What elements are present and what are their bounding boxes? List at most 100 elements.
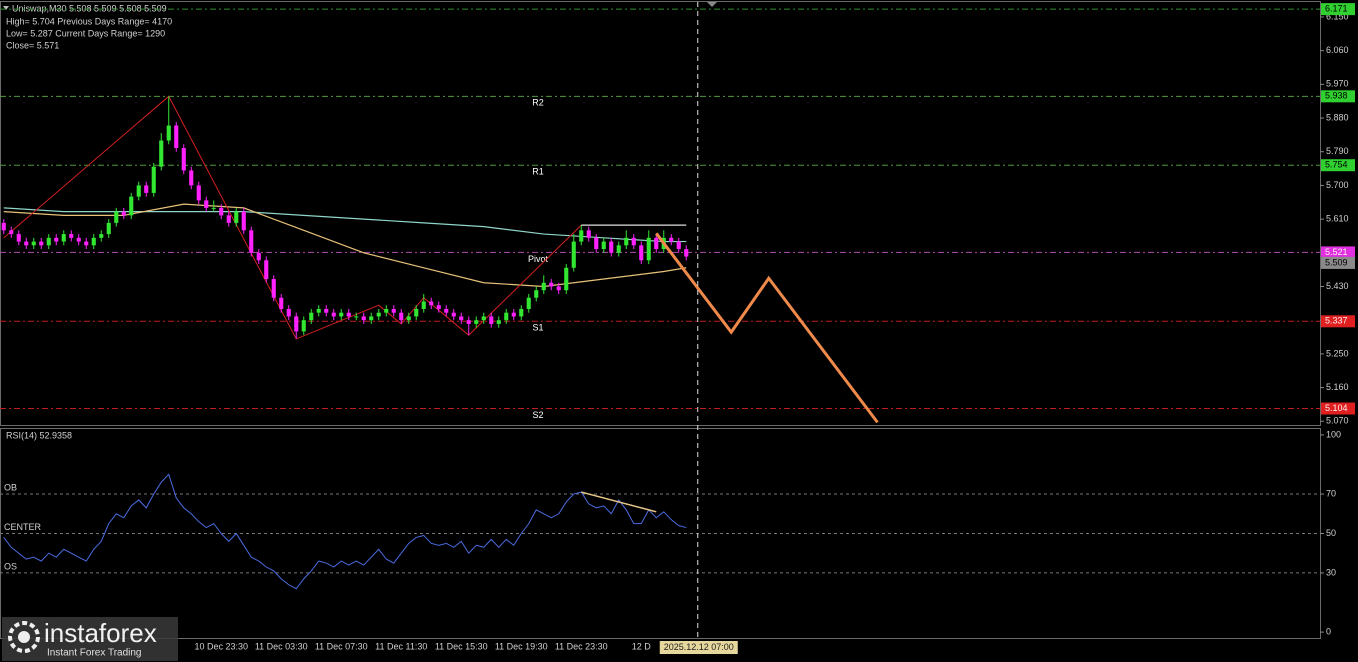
- candle-body: [541, 282, 546, 291]
- candle-body: [459, 316, 464, 321]
- candle-body: [76, 237, 81, 242]
- candle-body: [639, 245, 644, 261]
- candle-body: [151, 166, 156, 193]
- watermark-subtitle: Instant Forex Trading: [47, 648, 142, 659]
- candle-body: [429, 301, 434, 306]
- candle-body: [526, 297, 531, 309]
- y-tick-label: 5.610: [1326, 213, 1349, 223]
- candle-body: [286, 308, 291, 317]
- x-tick-label: 12 D: [632, 641, 652, 651]
- candle-body: [631, 237, 636, 246]
- watermark: instaforex Instant Forex Trading: [2, 617, 178, 661]
- candle-body: [9, 230, 14, 235]
- candle-body: [601, 241, 606, 250]
- level-price-box: [1321, 402, 1355, 415]
- candle-body: [504, 312, 509, 321]
- cursor-marker: [707, 2, 717, 7]
- y-tick-label: 6.060: [1326, 45, 1349, 55]
- level-price-box: [1321, 90, 1355, 103]
- candle-body: [556, 286, 561, 291]
- candle-body: [571, 241, 576, 268]
- candle-body: [204, 200, 209, 208]
- candle-body: [69, 234, 74, 238]
- candle-body: [414, 308, 419, 317]
- candle-body: [564, 267, 569, 291]
- candle-body: [354, 316, 359, 318]
- header-line: Uniswap,M30 5.508 5.509 5.508 5.509: [12, 3, 167, 13]
- cursor-label-box: [659, 641, 738, 654]
- candle-body: [376, 312, 381, 317]
- y-tick-label: 5.250: [1326, 348, 1349, 358]
- candle-body: [136, 185, 141, 197]
- x-tick-label: 11 Dec 03:30: [255, 641, 308, 651]
- level-price-box: [1321, 315, 1355, 328]
- candle-body: [421, 301, 426, 309]
- candle-body: [121, 211, 126, 216]
- candle-body: [346, 312, 351, 317]
- level-label: S1: [532, 323, 543, 333]
- rsi-y-tick-label: 70: [1326, 488, 1336, 498]
- cursor-label: 2025.12.12 07:00: [664, 642, 734, 652]
- candle-body: [549, 282, 554, 287]
- candle-body: [511, 312, 516, 317]
- x-tick-label: 11 Dec 15:30: [435, 641, 488, 651]
- candle-body: [159, 140, 164, 167]
- y-tick-label: 5.790: [1326, 146, 1349, 156]
- candle-body: [84, 241, 89, 246]
- rsi-line: [3, 473, 687, 590]
- rsi-y-tick-label: 30: [1326, 567, 1336, 577]
- candle-body: [309, 312, 314, 321]
- candle-body: [586, 230, 591, 238]
- candle-body: [249, 230, 254, 253]
- bid-price-box: [1321, 256, 1355, 269]
- candle-body: [31, 241, 36, 246]
- header-line: Low= 5.287 Current Days Range= 1290: [6, 28, 165, 38]
- candle-body: [174, 125, 179, 148]
- level-price: 5.104: [1325, 403, 1348, 413]
- candle-body: [241, 211, 246, 231]
- level-price: 5.521: [1325, 247, 1348, 257]
- candle-body: [181, 147, 186, 171]
- y-tick-label: 5.880: [1326, 112, 1349, 122]
- price-panel-frame: [0, 1, 1321, 426]
- level-price: 6.171: [1325, 3, 1348, 13]
- candle-body: [264, 260, 269, 280]
- candle-body: [616, 245, 621, 253]
- candle-body: [271, 279, 276, 298]
- candle-body: [624, 237, 629, 246]
- level-label: R1: [532, 167, 544, 177]
- candle-body: [226, 215, 231, 223]
- candle-body: [384, 308, 389, 313]
- candle-body: [1, 222, 6, 231]
- candle-body: [654, 237, 659, 250]
- candle-body: [256, 252, 261, 261]
- x-tick-label: 11 Dec 11:30: [375, 641, 427, 651]
- candle-body: [496, 320, 501, 324]
- candle-body: [534, 290, 539, 298]
- candle-body: [219, 207, 224, 216]
- rsi-level-label: OS: [4, 561, 17, 571]
- candle-body: [331, 312, 336, 317]
- candle-body: [301, 320, 306, 332]
- watermark-icon: [18, 631, 30, 643]
- candle-body: [196, 185, 201, 201]
- candle-body: [369, 316, 374, 321]
- candle-body: [474, 320, 479, 324]
- rsi-y-tick-label: 0: [1326, 626, 1331, 636]
- x-tick-label: 10 Dec 23:30: [194, 641, 248, 651]
- level-price-box: [1321, 246, 1355, 259]
- level-price-box: [1321, 159, 1355, 172]
- rsi-level-label: OB: [4, 482, 17, 492]
- candle-body: [189, 170, 194, 186]
- candle-body: [676, 241, 681, 250]
- header-icon: [3, 6, 9, 10]
- candle-body: [399, 312, 404, 321]
- candle-body: [114, 211, 119, 223]
- candle-body: [436, 305, 441, 309]
- candle-body: [234, 211, 239, 223]
- candle-body: [519, 308, 524, 317]
- candle-body: [579, 230, 584, 242]
- y-tick-label: 5.700: [1326, 180, 1349, 190]
